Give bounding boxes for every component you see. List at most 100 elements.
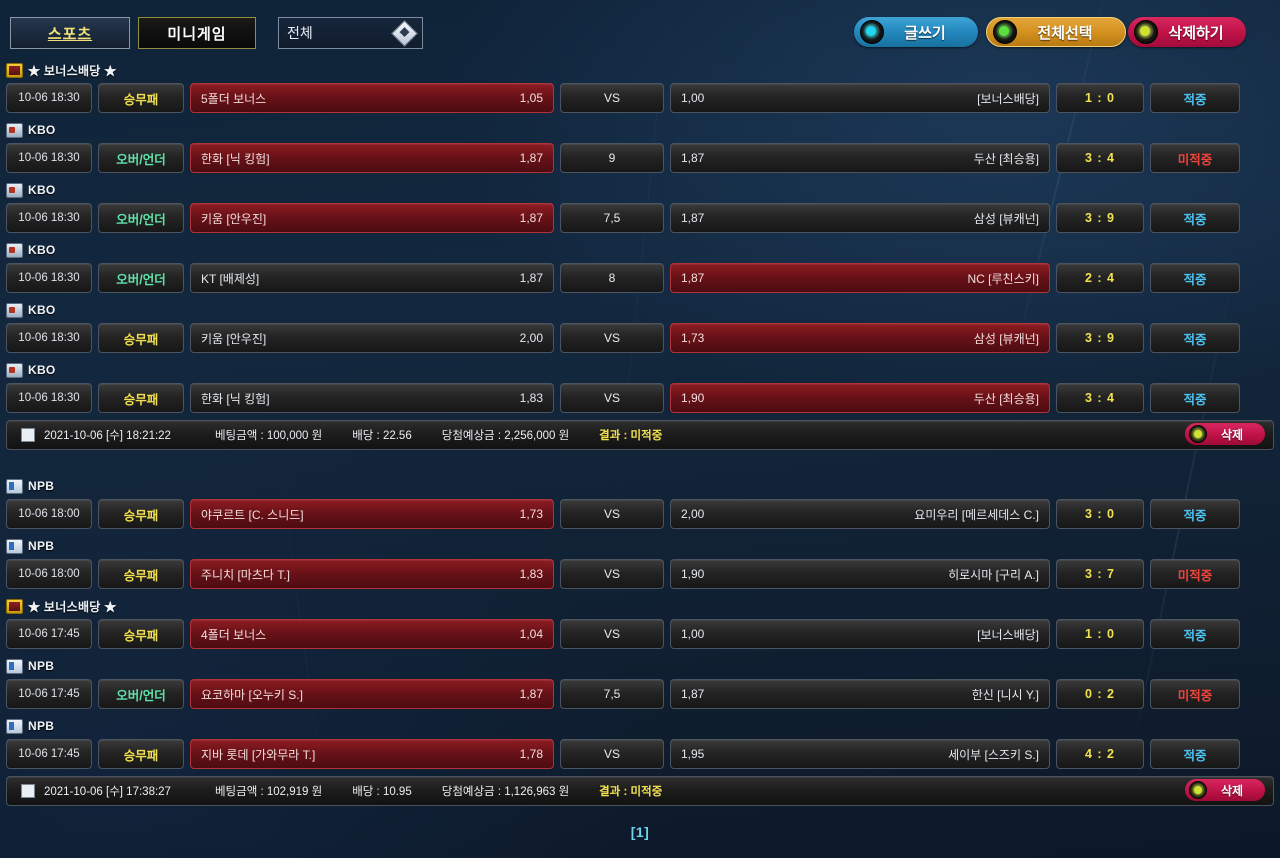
slip-checkbox[interactable] bbox=[21, 784, 35, 798]
league-name: NPB bbox=[28, 719, 55, 733]
away-team-name: 히로시마 [구리 A.] bbox=[948, 567, 1039, 582]
handicap-or-vs: VS bbox=[560, 739, 664, 769]
match-time: 10-06 18:30 bbox=[6, 203, 92, 233]
league-name: NPB bbox=[28, 539, 55, 553]
bet-type: 승무패 bbox=[98, 323, 184, 353]
slip-datetime: 2021-10-06 [수] 18:21:22 bbox=[44, 430, 171, 442]
league-header: NPB bbox=[0, 534, 1280, 558]
home-pick[interactable]: 주니치 [마츠다 T.] 1,83 bbox=[190, 559, 554, 589]
away-pick[interactable]: 1,87 삼성 [뷰캐넌] bbox=[670, 203, 1050, 233]
bet-row: 10-06 18:30 오버/언더 키움 [안우진] 1,87 7,5 1,87 삼성 [뷰… bbox=[0, 202, 1280, 234]
bet-type: 승무패 bbox=[98, 383, 184, 413]
write-button[interactable]: 글쓰기 bbox=[854, 17, 978, 47]
away-odds: 1,87 bbox=[681, 211, 705, 225]
home-pick[interactable]: 4폴더 보너스 1,04 bbox=[190, 619, 554, 649]
final-score: 1 : 0 bbox=[1056, 83, 1144, 113]
away-pick[interactable]: 1,87 NC [루친스키] bbox=[670, 263, 1050, 293]
final-score: 3 : 9 bbox=[1056, 323, 1144, 353]
bet-row: 10-06 18:00 승무패 주니치 [마츠다 T.] 1,83 VS 1,90 히로시마… bbox=[0, 558, 1280, 590]
result-badge: 적중 bbox=[1150, 203, 1240, 233]
slip-summary: 2021-10-06 [수] 18:21:22 베팅금액 : 100,000 원 배… bbox=[6, 420, 1274, 450]
slip-total-odds: 배당 : 22.56 bbox=[352, 430, 412, 442]
result-badge: 적중 bbox=[1150, 499, 1240, 529]
away-team-name: 삼성 [뷰캐넌] bbox=[973, 211, 1039, 226]
bet-row: 10-06 18:30 승무패 한화 [닉 킹험] 1,83 VS 1,90 두산 [최승용… bbox=[0, 382, 1280, 414]
league-name: KBO bbox=[28, 123, 56, 137]
away-pick[interactable]: 1,90 히로시마 [구리 A.] bbox=[670, 559, 1050, 589]
away-odds: 1,90 bbox=[681, 391, 705, 405]
bet-type: 오버/언더 bbox=[98, 203, 184, 233]
slip-delete-label: 삭제 bbox=[1220, 783, 1244, 798]
final-score: 4 : 2 bbox=[1056, 739, 1144, 769]
kbo-icon bbox=[6, 302, 23, 318]
away-pick[interactable]: 1,95 세이부 [스즈키 S.] bbox=[670, 739, 1050, 769]
slip-total-odds: 배당 : 10.95 bbox=[352, 786, 412, 798]
final-score: 2 : 4 bbox=[1056, 263, 1144, 293]
away-odds: 1,87 bbox=[681, 687, 705, 701]
away-odds: 1,00 bbox=[681, 627, 705, 641]
tab-minigame[interactable]: 미니게임 bbox=[138, 17, 256, 49]
home-team-name: 야쿠르트 [C. 스니드] bbox=[201, 507, 304, 522]
away-pick[interactable]: 1,00 [보너스배당] bbox=[670, 83, 1050, 113]
home-odds: 1,04 bbox=[519, 627, 543, 641]
led-icon bbox=[860, 20, 884, 44]
slip-delete-button[interactable]: 삭제 bbox=[1185, 779, 1265, 801]
final-score: 3 : 4 bbox=[1056, 383, 1144, 413]
away-pick[interactable]: 1,73 삼성 [뷰캐넌] bbox=[670, 323, 1050, 353]
away-team-name: [보너스배당] bbox=[977, 627, 1039, 642]
match-time: 10-06 18:30 bbox=[6, 143, 92, 173]
home-team-name: 주니치 [마츠다 T.] bbox=[201, 567, 290, 582]
bet-row: 10-06 18:00 승무패 야쿠르트 [C. 스니드] 1,73 VS 2,00 요미우… bbox=[0, 498, 1280, 530]
bet-row: 10-06 18:30 오버/언더 KT [배제성] 1,87 8 1,87 NC [루친스… bbox=[0, 262, 1280, 294]
result-badge: 적중 bbox=[1150, 739, 1240, 769]
league-header: NPB bbox=[0, 714, 1280, 738]
select-all-button[interactable]: 전체선택 bbox=[986, 17, 1126, 47]
pagination: [1] bbox=[0, 824, 1280, 842]
tab-sports[interactable]: 스포츠 bbox=[10, 17, 130, 49]
result-badge: 적중 bbox=[1150, 83, 1240, 113]
home-pick[interactable]: 키움 [안우진] 1,87 bbox=[190, 203, 554, 233]
away-team-name: 한신 [니시 Y.] bbox=[971, 687, 1039, 702]
match-time: 10-06 18:00 bbox=[6, 559, 92, 589]
league-name: ★ 보너스배당 ★ bbox=[28, 63, 117, 78]
write-button-label: 글쓰기 bbox=[904, 24, 946, 42]
league-header: ★ 보너스배당 ★ bbox=[0, 58, 1280, 82]
away-pick[interactable]: 2,00 요미우리 [메르세데스 C.] bbox=[670, 499, 1050, 529]
away-pick[interactable]: 1,87 두산 [최승용] bbox=[670, 143, 1050, 173]
page-1-link[interactable]: [1] bbox=[630, 824, 650, 840]
slip-delete-button[interactable]: 삭제 bbox=[1185, 423, 1265, 445]
home-pick[interactable]: 한화 [닉 킹험] 1,83 bbox=[190, 383, 554, 413]
final-score: 3 : 9 bbox=[1056, 203, 1144, 233]
slip-datetime: 2021-10-06 [수] 17:38:27 bbox=[44, 786, 171, 798]
slip-checkbox[interactable] bbox=[21, 428, 35, 442]
home-odds: 1,87 bbox=[519, 687, 543, 701]
home-pick[interactable]: 요코하마 [오누키 S.] 1,87 bbox=[190, 679, 554, 709]
final-score: 3 : 0 bbox=[1056, 499, 1144, 529]
bonus-icon bbox=[6, 598, 23, 614]
league-name: NPB bbox=[28, 479, 55, 493]
league-name: KBO bbox=[28, 243, 56, 257]
bet-row: 10-06 17:45 승무패 4폴더 보너스 1,04 VS 1,00 [보너스배당] 1 … bbox=[0, 618, 1280, 650]
home-pick[interactable]: 한화 [닉 킹험] 1,87 bbox=[190, 143, 554, 173]
match-time: 10-06 18:00 bbox=[6, 499, 92, 529]
select-all-button-label: 전체선택 bbox=[1037, 24, 1093, 42]
away-pick[interactable]: 1,90 두산 [최승용] bbox=[670, 383, 1050, 413]
league-header: KBO bbox=[0, 298, 1280, 322]
home-pick[interactable]: KT [배제성] 1,87 bbox=[190, 263, 554, 293]
bet-row: 10-06 18:30 승무패 키움 [안우진] 2,00 VS 1,73 삼성 [뷰캐넌]… bbox=[0, 322, 1280, 354]
home-pick[interactable]: 5폴더 보너스 1,05 bbox=[190, 83, 554, 113]
home-team-name: 키움 [안우진] bbox=[201, 211, 267, 226]
home-team-name: 한화 [닉 킹험] bbox=[201, 391, 270, 406]
league-name: NPB bbox=[28, 659, 55, 673]
home-odds: 1,78 bbox=[519, 747, 543, 761]
away-pick[interactable]: 1,00 [보너스배당] bbox=[670, 619, 1050, 649]
home-pick[interactable]: 지바 롯데 [가와무라 T.] 1,78 bbox=[190, 739, 554, 769]
home-pick[interactable]: 키움 [안우진] 2,00 bbox=[190, 323, 554, 353]
away-pick[interactable]: 1,87 한신 [니시 Y.] bbox=[670, 679, 1050, 709]
handicap-or-vs: VS bbox=[560, 83, 664, 113]
away-team-name: 요미우리 [메르세데스 C.] bbox=[914, 507, 1039, 522]
delete-all-button[interactable]: 삭제하기 bbox=[1128, 17, 1246, 47]
result-badge: 적중 bbox=[1150, 323, 1240, 353]
category-filter-dropdown[interactable]: 전체 bbox=[278, 17, 423, 49]
home-pick[interactable]: 야쿠르트 [C. 스니드] 1,73 bbox=[190, 499, 554, 529]
